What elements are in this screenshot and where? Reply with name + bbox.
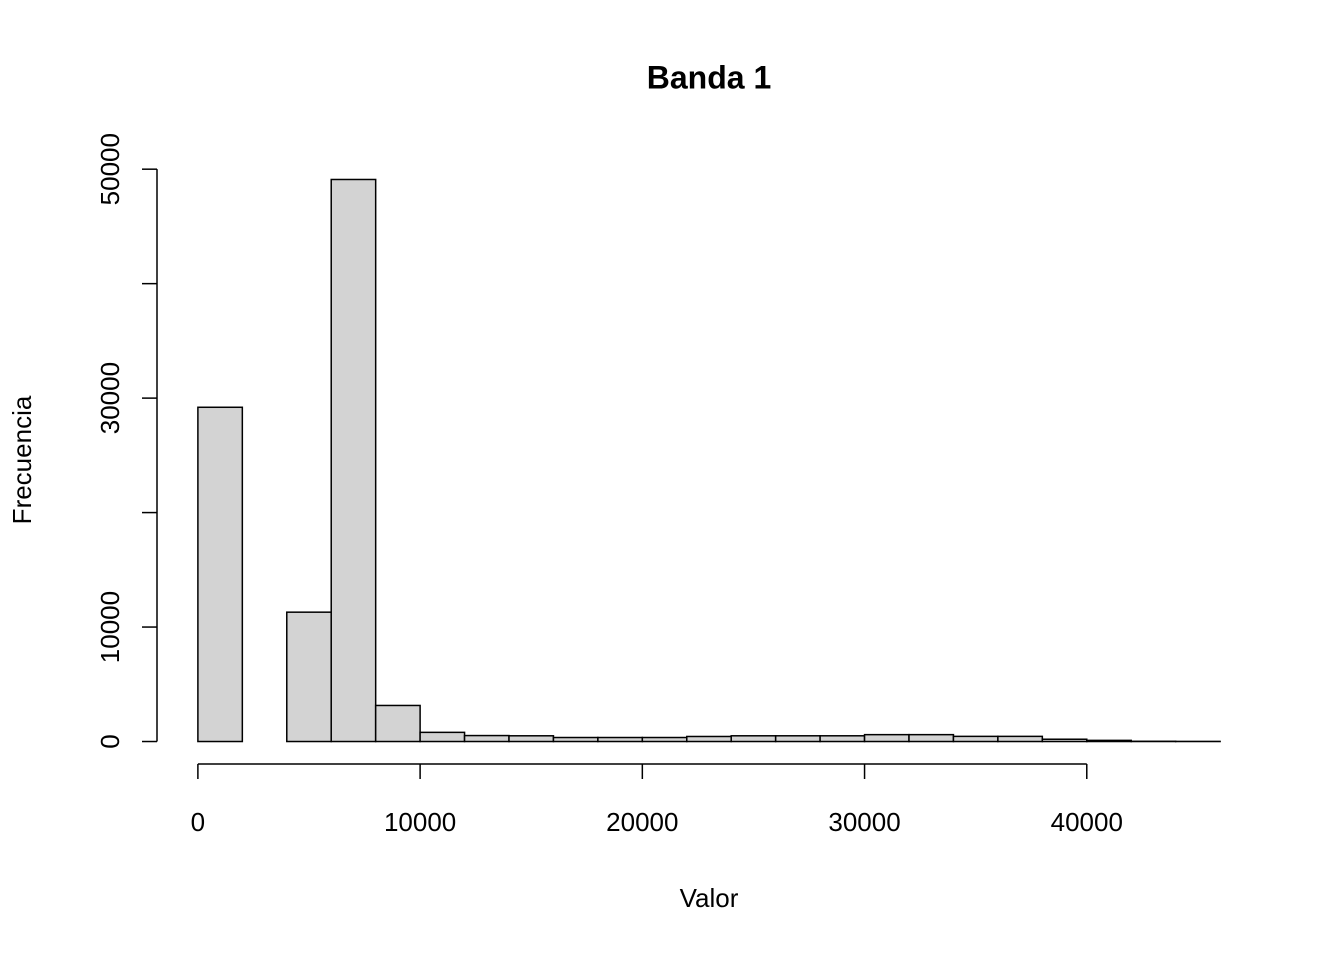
bar <box>374 704 421 743</box>
x-axis-label: Valor <box>680 883 739 913</box>
bar <box>552 736 599 743</box>
x-tick-label: 30000 <box>828 807 900 837</box>
y-tick-label: 0 <box>95 734 125 748</box>
bar <box>908 733 955 743</box>
bar <box>197 406 244 743</box>
bar <box>774 735 821 743</box>
y-tick-label: 50000 <box>95 133 125 205</box>
y-tick-label: 10000 <box>95 591 125 663</box>
bar <box>730 735 777 743</box>
bar <box>286 611 332 743</box>
bar <box>819 735 866 743</box>
bar <box>686 735 732 743</box>
bar <box>863 733 910 743</box>
x-tick-label: 20000 <box>606 807 678 837</box>
bar <box>997 735 1044 743</box>
y-tick-label: 30000 <box>95 362 125 434</box>
x-tick-label: 0 <box>191 807 205 837</box>
bar <box>463 734 510 743</box>
bar <box>330 178 377 743</box>
bar <box>1086 739 1132 743</box>
bar <box>597 736 644 743</box>
y-axis-label: Frecuencia <box>7 395 37 524</box>
bar <box>1041 738 1088 743</box>
bar <box>419 731 466 743</box>
x-tick-label: 40000 <box>1051 807 1123 837</box>
chart-title: Banda 1 <box>647 59 771 95</box>
x-tick-label: 10000 <box>384 807 456 837</box>
bar <box>641 736 688 743</box>
bar <box>952 735 999 743</box>
bar <box>508 735 555 743</box>
